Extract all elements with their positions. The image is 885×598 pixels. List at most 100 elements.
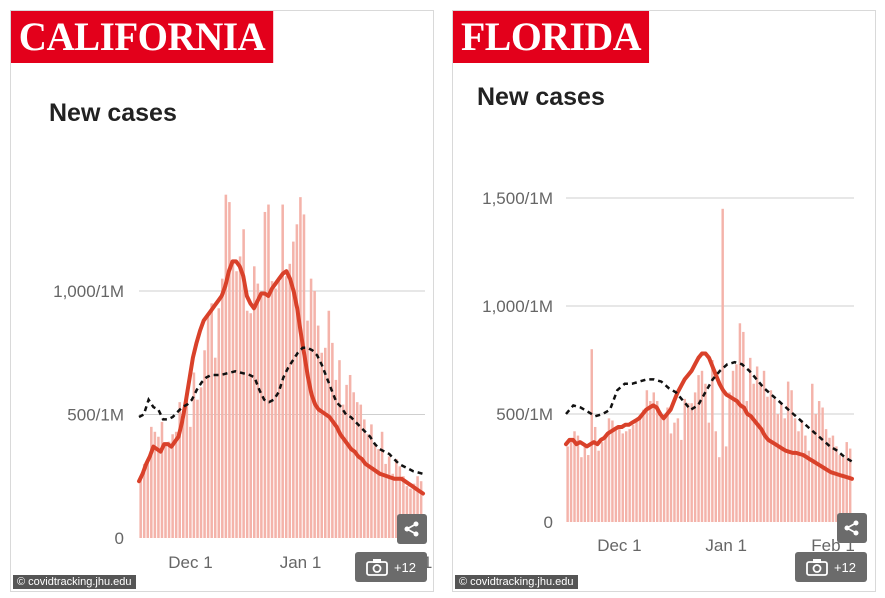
- series-dashed-line: [565, 360, 853, 463]
- bar: [338, 360, 341, 538]
- series-dashed-line: [138, 346, 424, 476]
- bar: [580, 457, 583, 522]
- photo-count: +12: [393, 559, 417, 575]
- bar: [842, 457, 845, 522]
- y-tick-label: 1,000/1M: [482, 297, 553, 316]
- bar: [718, 457, 721, 522]
- bar: [313, 291, 316, 538]
- bar: [835, 446, 838, 522]
- bar: [638, 418, 642, 522]
- bar: [327, 310, 331, 538]
- bar: [366, 434, 370, 538]
- bar: [755, 366, 759, 522]
- bar: [199, 387, 203, 538]
- bar: [642, 409, 645, 522]
- bar: [238, 256, 242, 538]
- bar: [419, 481, 423, 538]
- bar: [662, 416, 666, 522]
- bar: [790, 390, 793, 522]
- bar: [309, 278, 313, 538]
- y-tick-label: 500/1M: [496, 405, 553, 424]
- bar: [590, 349, 593, 522]
- bar: [649, 401, 652, 522]
- bar: [281, 204, 284, 539]
- bar: [769, 390, 773, 522]
- bar: [645, 390, 649, 522]
- bar: [631, 424, 635, 522]
- bar: [377, 449, 380, 538]
- chart-title: New cases: [49, 99, 177, 127]
- bar: [412, 483, 416, 538]
- bar: [302, 214, 306, 538]
- bar: [185, 389, 189, 538]
- source-label: © covidtracking.jhu.edu: [455, 575, 578, 589]
- x-tick-label: Jan 1: [705, 536, 747, 555]
- bar: [828, 437, 831, 522]
- bar: [776, 414, 780, 522]
- bar: [270, 281, 274, 538]
- gallery-button[interactable]: +12: [355, 552, 427, 582]
- bar: [260, 295, 263, 538]
- bar: [683, 398, 687, 522]
- bar: [196, 399, 199, 538]
- bar: [224, 194, 228, 539]
- x-tick-label: Jan 1: [280, 553, 322, 572]
- y-tick-label: 500/1M: [67, 406, 124, 425]
- bar: [249, 313, 252, 538]
- bar: [142, 463, 146, 538]
- bar: [614, 429, 618, 522]
- bar: [206, 315, 210, 538]
- share-button[interactable]: [397, 514, 427, 544]
- bar: [845, 442, 848, 522]
- bar: [831, 435, 835, 522]
- bar: [150, 426, 153, 538]
- bar: [735, 364, 738, 522]
- bar: [221, 278, 224, 538]
- bar: [793, 418, 797, 522]
- bar: [235, 271, 238, 538]
- bar: [355, 402, 359, 538]
- bar: [387, 456, 391, 538]
- share-button[interactable]: [837, 513, 867, 543]
- bar: [600, 442, 604, 522]
- bar: [759, 383, 762, 522]
- bar: [669, 433, 673, 522]
- bar: [804, 435, 807, 522]
- bar: [738, 323, 742, 522]
- y-tick-label: 1,500/1M: [482, 189, 553, 208]
- bar: [611, 420, 614, 522]
- bar: [752, 383, 755, 522]
- bar: [345, 384, 348, 538]
- bar: [182, 419, 185, 538]
- bar: [217, 308, 221, 538]
- bar: [824, 429, 828, 522]
- bar: [395, 458, 398, 538]
- bar: [800, 420, 804, 522]
- camera-icon: [806, 559, 828, 576]
- bar: [704, 383, 707, 522]
- bar: [316, 325, 320, 538]
- bar: [359, 404, 363, 538]
- chart-title: New cases: [477, 83, 605, 111]
- chart-panel-florida: 0 500/1M 1,000/1M 1,500/1M Dec 1 Jan 1 Feb 1 F…: [452, 10, 876, 592]
- bar: [245, 310, 249, 538]
- bar: [267, 204, 270, 539]
- x-tick-label: Dec 1: [168, 553, 212, 572]
- bar: [167, 441, 171, 538]
- bar: [210, 303, 213, 538]
- bar: [711, 360, 714, 522]
- bar: [299, 197, 302, 538]
- bar: [766, 396, 769, 522]
- bar: [593, 426, 597, 522]
- bar: [652, 392, 655, 522]
- bar: [690, 403, 693, 522]
- gallery-button[interactable]: +12: [795, 552, 867, 582]
- bar: [604, 435, 607, 522]
- bar: [189, 426, 192, 538]
- bar: [139, 476, 142, 538]
- bar: [621, 433, 624, 522]
- bar: [566, 446, 569, 522]
- bar: [391, 473, 394, 538]
